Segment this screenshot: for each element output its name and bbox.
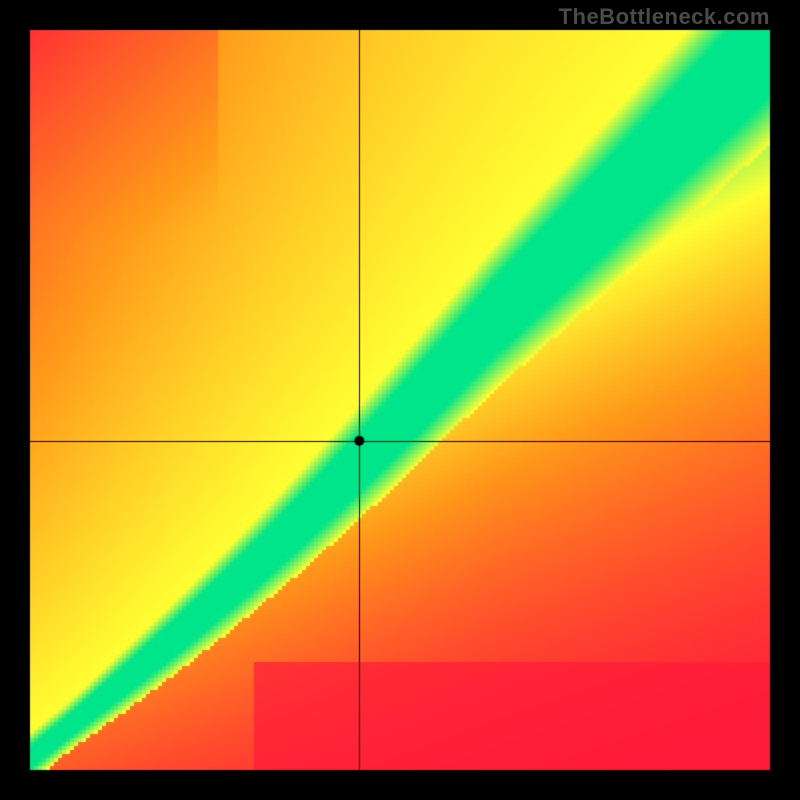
bottleneck-heatmap <box>0 0 800 800</box>
watermark-text: TheBottleneck.com <box>559 4 770 30</box>
